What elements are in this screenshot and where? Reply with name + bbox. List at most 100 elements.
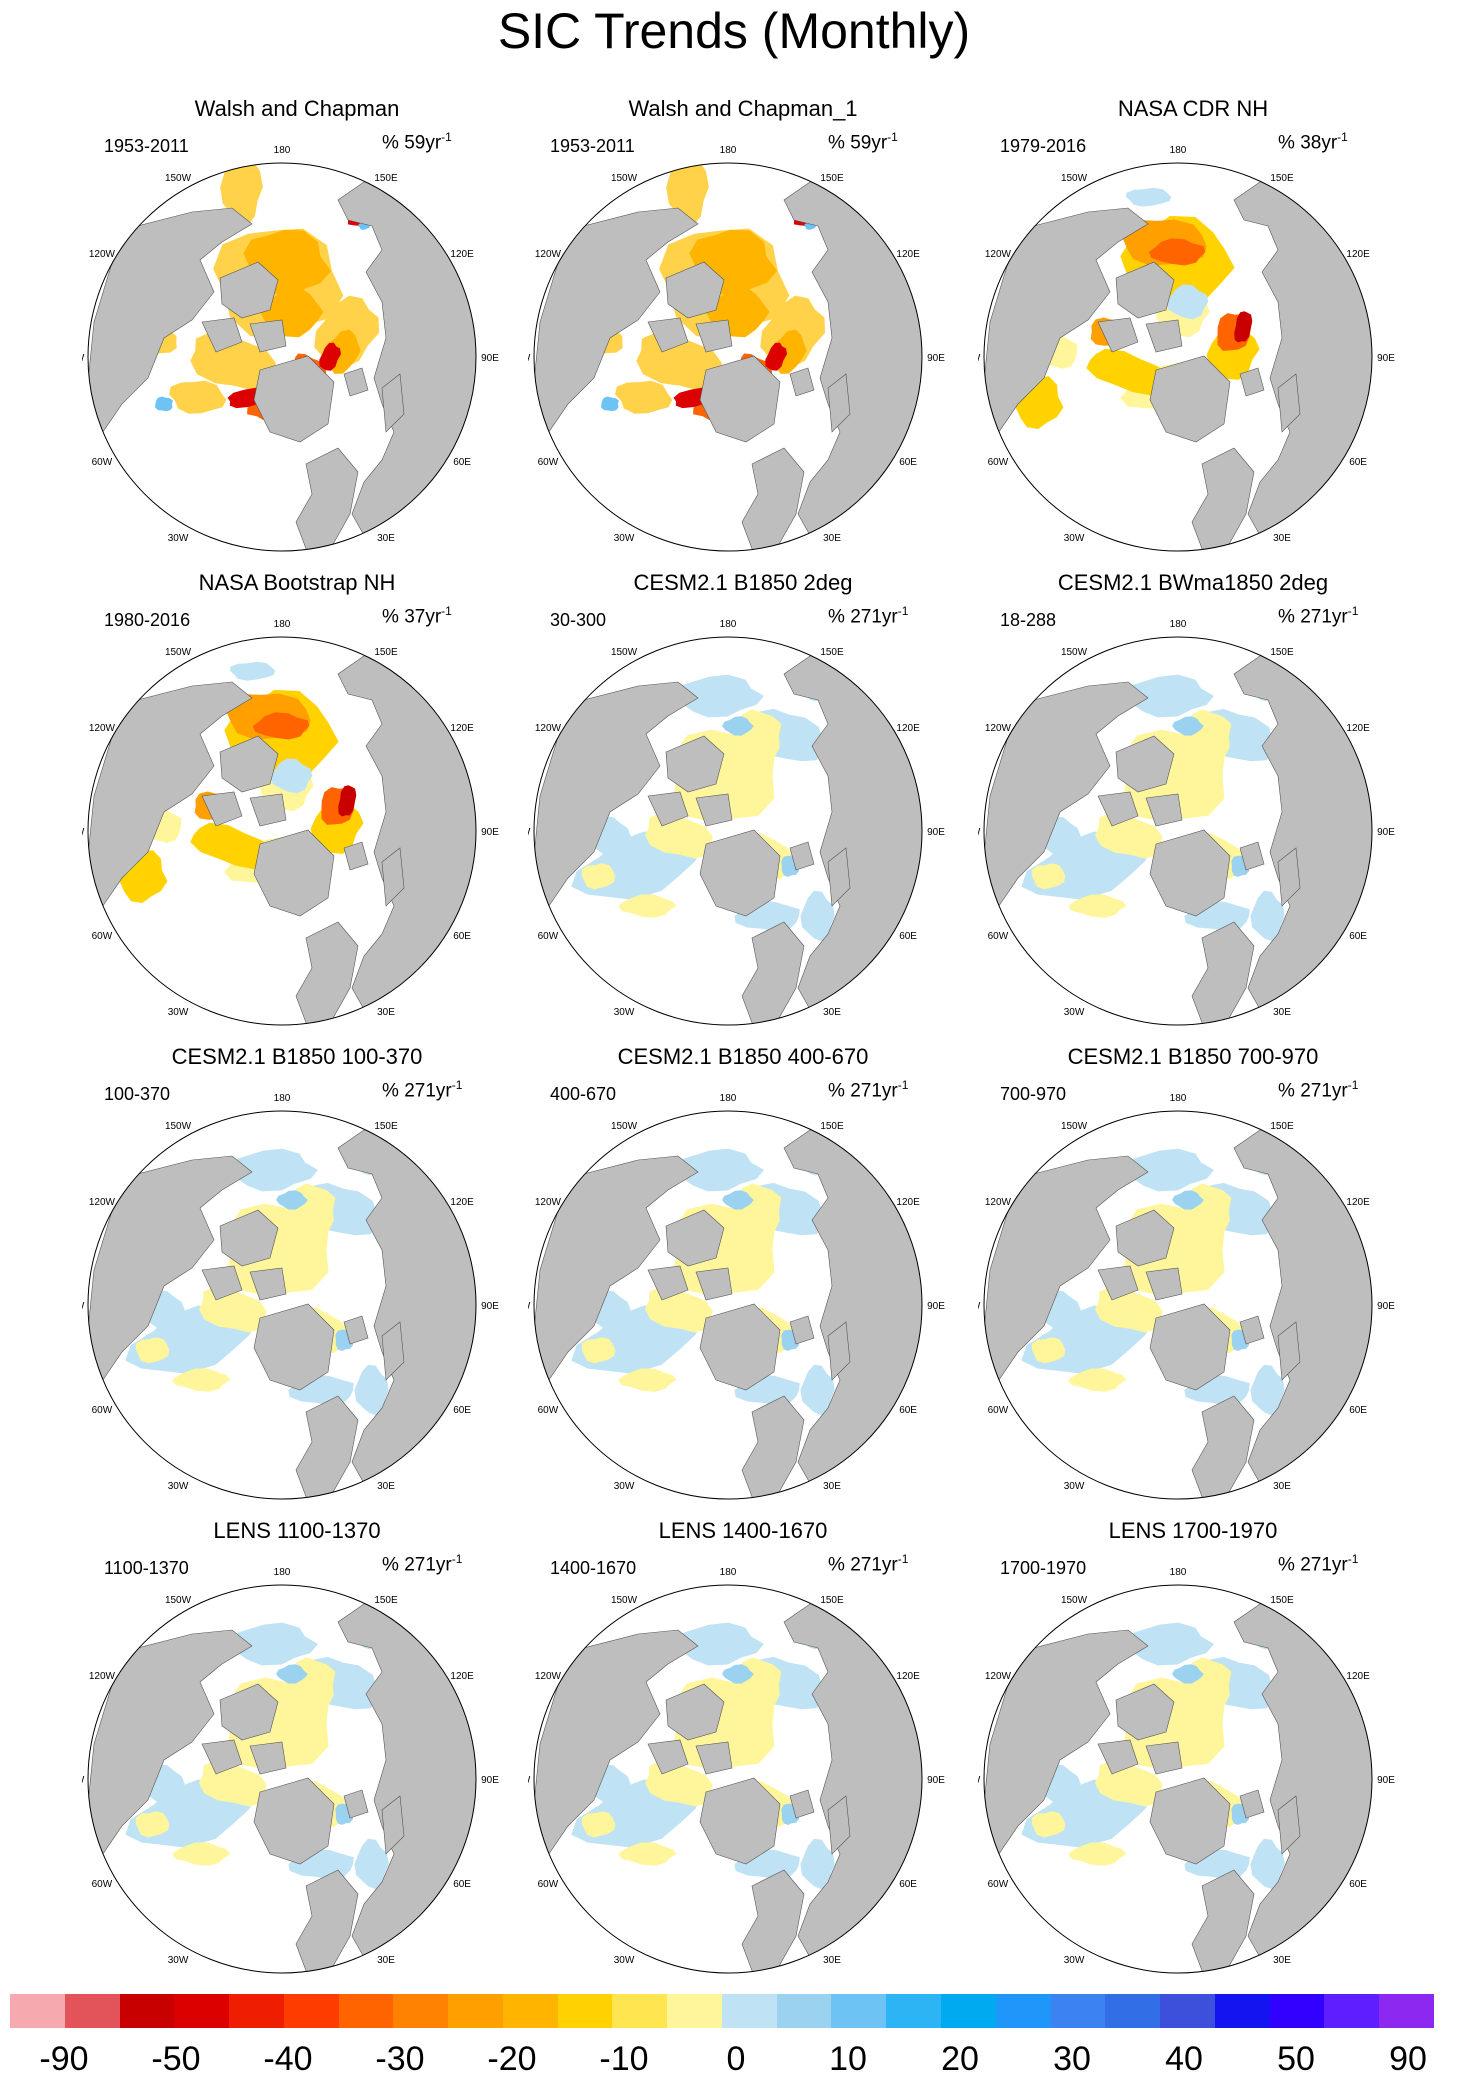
land-mass (343, 1789, 369, 1819)
longitude-label: 150W (1061, 1595, 1088, 1606)
longitude-label: 30W (168, 1007, 189, 1018)
trend-area (1068, 894, 1127, 918)
longitude-label: 90E (481, 827, 499, 838)
longitude-label: 150E (374, 173, 398, 184)
land-mass (249, 1741, 287, 1775)
longitude-label: 30E (377, 1007, 395, 1018)
longitude-label: 60E (453, 1879, 471, 1890)
longitude-label: 30E (1273, 533, 1291, 544)
panel-units: % 271yr-1 (828, 1552, 908, 1576)
longitude-label: 150W (165, 173, 192, 184)
land-mass (695, 319, 733, 353)
longitude-label: 120E (1346, 723, 1370, 734)
longitude-label: 30W (1064, 1007, 1085, 1018)
polar-map: 180 150E 120E 90E 60E 30E 0 30W 60W 90W 120W 150W (978, 1093, 1395, 1510)
trend-area (1031, 863, 1066, 890)
units-exponent: -1 (897, 604, 909, 618)
units-prefix: % (828, 1080, 851, 1102)
longitude-label: 30E (823, 1007, 841, 1018)
units-exponent: -1 (887, 130, 898, 144)
land-mass (1239, 367, 1265, 397)
land-mass (249, 319, 287, 353)
map-panel: Walsh and Chapman_1 1953-2011% 59yr-1 180 1… (528, 96, 968, 566)
land-mass (665, 735, 725, 793)
land-mass (789, 841, 815, 871)
longitude-label: 120W (985, 1197, 1012, 1208)
longitude-label: 180 (720, 145, 737, 156)
land-mass (337, 177, 476, 547)
units-prefix: % (382, 1554, 405, 1576)
longitude-label: 90W (528, 1301, 531, 1312)
land-mass (253, 1303, 335, 1391)
units-value: 38yr (1300, 132, 1338, 154)
panel-units: % 38yr-1 (1278, 130, 1348, 154)
colorbar-tick-label: 90 (1389, 2040, 1427, 2078)
panel-units: % 59yr-1 (828, 130, 898, 154)
units-exponent: -1 (897, 1078, 909, 1092)
longitude-label: 60E (899, 457, 917, 468)
longitude-label: 120W (535, 723, 562, 734)
units-value: 271yr (1300, 606, 1348, 628)
longitude-label: 150E (1270, 1595, 1294, 1606)
colorbar-swatch (612, 1994, 668, 2028)
longitude-label: 180 (1170, 1567, 1187, 1578)
longitude-label: 90W (528, 827, 531, 838)
colorbar-tick-label: -50 (151, 2040, 201, 2078)
trend-area (1250, 1838, 1285, 1890)
longitude-label: 90W (978, 1301, 981, 1312)
units-value: 271yr (1300, 1554, 1348, 1576)
land-mass (699, 1303, 781, 1391)
trend-area (581, 1811, 616, 1838)
land-mass (827, 373, 851, 433)
units-value: 37yr (404, 606, 442, 628)
panel-units: % 271yr-1 (1278, 1078, 1358, 1102)
longitude-label: 30W (1064, 1481, 1085, 1492)
map-panel: Walsh and Chapman 1953-2011% 59yr-1 180 150… (82, 96, 522, 566)
panel-period: 1953-2011 (550, 136, 635, 156)
longitude-label: 0 (279, 1983, 285, 1984)
land-mass (695, 1741, 733, 1775)
longitude-label: 0 (725, 1509, 731, 1510)
trend-area (1126, 187, 1172, 207)
land-mass (381, 847, 405, 907)
land-mass (1277, 1321, 1301, 1381)
units-prefix: % (828, 606, 851, 628)
land-mass (219, 1209, 279, 1267)
units-prefix: % (1278, 1554, 1301, 1576)
units-value: 271yr (404, 1554, 452, 1576)
map-panel: CESM2.1 B1850 400-670 400-670% 271yr-1 180… (528, 1044, 968, 1514)
land-mass (381, 1795, 405, 1855)
longitude-label: 60W (988, 931, 1009, 942)
trend-area (1086, 348, 1171, 396)
longitude-label: 0 (279, 561, 285, 562)
longitude-label: 60E (899, 931, 917, 942)
polar-map: 180 150E 120E 90E 60E 30E 0 30W 60W 90W 120W 150W (528, 1093, 945, 1510)
trend-area (135, 1337, 170, 1364)
colorbar-tick-label: 10 (829, 2040, 867, 2078)
panel-title: CESM2.1 B1850 100-370 (171, 1044, 423, 1069)
longitude-label: 60E (453, 457, 471, 468)
land-mass (783, 1599, 922, 1969)
longitude-label: 60W (538, 457, 559, 468)
longitude-label: 120E (450, 1197, 474, 1208)
longitude-label: 180 (720, 1567, 737, 1578)
map-border (533, 1584, 923, 1974)
longitude-label: 60E (1349, 1879, 1367, 1890)
longitude-label: 150E (820, 1121, 844, 1132)
land-mass (1115, 261, 1175, 319)
longitude-label: 120E (896, 1197, 920, 1208)
trend-area (1122, 1148, 1214, 1192)
panel-title: CESM2.1 B1850 700-970 (1067, 1044, 1319, 1069)
land-mass (647, 1739, 689, 1775)
polar-map: 180 150E 120E 90E 60E 30E 0 30W 60W 90W 120W 150W (82, 1567, 499, 1984)
trend-area (615, 380, 673, 414)
longitude-label: 90W (978, 1775, 981, 1786)
longitude-label: 180 (274, 1567, 291, 1578)
trend-area (276, 1664, 308, 1684)
longitude-label: 120E (896, 249, 920, 260)
trend-area (1031, 1337, 1066, 1364)
units-value: 59yr (404, 132, 442, 154)
longitude-label: 30E (377, 533, 395, 544)
polar-map: 180 150E 120E 90E 60E 30E 0 30W 60W 90W 120W 150W (528, 1567, 945, 1984)
trend-area (1068, 1842, 1127, 1866)
